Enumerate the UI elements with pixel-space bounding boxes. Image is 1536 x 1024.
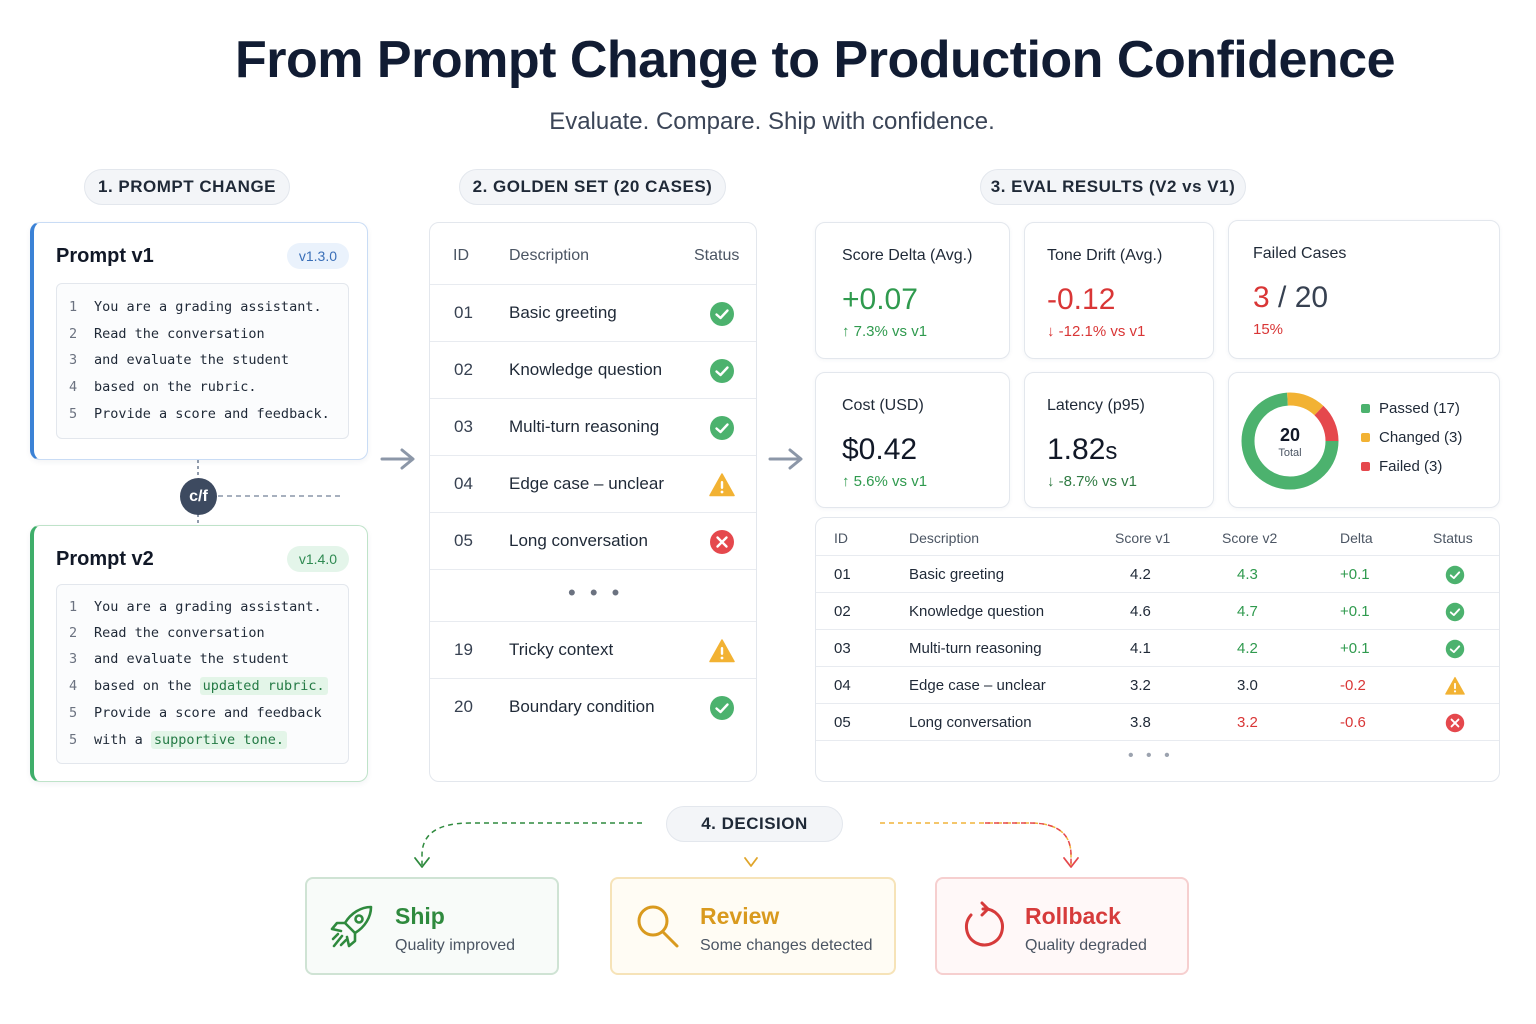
x-circle-icon (710, 530, 734, 554)
column-header: ID (453, 247, 469, 264)
table-row[interactable]: 02 Knowledge question 4.6 4.7 +0.1 (816, 592, 1499, 629)
prompt-v2-version-badge: v1.4.0 (286, 546, 349, 572)
code-line: 4 based on the rubric. (69, 379, 257, 395)
rollback-icon (964, 901, 1004, 947)
rocket-icon (330, 905, 373, 948)
code-line: 5 Provide a score and feedback. (69, 406, 330, 422)
prompt-v2-code: 1 You are a grading assistant. 2 Read the … (56, 584, 349, 764)
legend-swatch (1361, 433, 1370, 442)
column-header: Status (694, 247, 740, 264)
warning-icon (1445, 676, 1465, 695)
column-header: Score v2 (1222, 530, 1278, 546)
legend-swatch (1361, 404, 1370, 413)
prompt-v1-code: 1 You are a grading assistant. 2 Read the … (56, 283, 349, 439)
decision-connectors (414, 822, 1079, 868)
golden-set-card: ID Description Status 01 Basic greeting … (429, 222, 757, 782)
table-row[interactable]: 05 Long conversation 3.8 3.2 -0.6 (816, 703, 1499, 740)
code-line: 1 You are a grading assistant. (69, 599, 322, 615)
check-circle-icon (710, 302, 734, 326)
legend-swatch (1361, 462, 1370, 471)
ellipsis: • • • (568, 580, 624, 605)
column-header: ID (834, 530, 848, 546)
section-label-golden-set: 2. GOLDEN SET (20 CASES) (459, 169, 726, 205)
metric-latency: Latency (p95) 1.82s ↓ -8.7% vs v1 (1024, 372, 1214, 508)
check-circle-icon (710, 416, 734, 440)
table-row[interactable]: 02 Knowledge question (430, 341, 756, 398)
metric-tone-drift: Tone Drift (Avg.) -0.12 ↓ -12.1% vs v1 (1024, 222, 1214, 359)
column-header: Score v1 (1115, 530, 1171, 546)
table-row: • • • (816, 740, 1499, 782)
table-row[interactable]: 01 Basic greeting (430, 284, 756, 341)
donut-chart (1241, 392, 1339, 490)
code-line: 2 Read the conversation (69, 326, 265, 342)
ship-option[interactable]: Ship Quality improved (305, 877, 559, 975)
column-header: Description (509, 247, 590, 264)
review-option[interactable]: Review Some changes detected (610, 877, 896, 975)
legend-item: Changed (3) (1361, 429, 1462, 446)
column-header: Status (1433, 530, 1473, 546)
table-row[interactable]: 19 Tricky context (430, 621, 756, 678)
check-circle-icon (1445, 565, 1465, 585)
prompt-v2-title: Prompt v2 (56, 548, 154, 570)
donut-total: 20 (1279, 425, 1301, 445)
donut-segment (1241, 392, 1339, 490)
table-row[interactable]: 03 Multi-turn reasoning 4.1 4.2 +0.1 (816, 629, 1499, 666)
donut-total-label: Total (1278, 447, 1302, 459)
table-row[interactable]: 04 Edge case – unclear (430, 455, 756, 512)
page-subtitle: Evaluate. Compare. Ship with confidence. (549, 108, 995, 135)
warning-icon (709, 473, 735, 497)
section-label-eval-results: 3. EVAL RESULTS (V2 vs V1) (980, 169, 1246, 205)
arrow-right-icon (768, 448, 803, 470)
prompt-v1-card[interactable]: Prompt v1 v1.3.0 1 You are a grading assi… (30, 222, 368, 460)
column-header: Description (909, 530, 980, 546)
ellipsis: • • • (1128, 747, 1174, 764)
check-circle-icon (710, 696, 734, 720)
donut-segment (1241, 392, 1339, 490)
section-label-decision: 4. DECISION (666, 806, 843, 842)
x-circle-icon (1445, 713, 1465, 733)
arrow-right-icon (380, 448, 415, 470)
rollback-option[interactable]: Rollback Quality degraded (935, 877, 1189, 975)
magnifier-icon (637, 905, 679, 948)
code-line: 3 and evaluate the student (69, 651, 290, 667)
diff-connector (197, 460, 340, 528)
table-row[interactable]: 20 Boundary condition (430, 678, 756, 735)
diff-highlight: updated rubric. (199, 677, 328, 695)
column-header: Delta (1340, 530, 1373, 546)
prompt-v1-title: Prompt v1 (56, 245, 154, 267)
check-circle-icon (1445, 639, 1465, 659)
code-line: 4 based on the updated rubric. (69, 675, 328, 697)
metric-score-delta: Score Delta (Avg.) +0.07 ↑ 7.3% vs v1 (815, 222, 1010, 359)
warning-icon (709, 639, 735, 663)
code-line: 2 Read the conversation (69, 625, 265, 641)
legend-item: Passed (17) (1361, 400, 1460, 417)
total-count: / 20 (1269, 281, 1329, 314)
table-row[interactable]: 03 Multi-turn reasoning (430, 398, 756, 455)
legend-item: Failed (3) (1361, 458, 1442, 475)
table-row: • • • (430, 569, 756, 621)
code-line: 1 You are a grading assistant. (69, 299, 322, 315)
diff-highlight: supportive tone. (150, 731, 287, 749)
section-label-prompt-change: 1. PROMPT CHANGE (84, 169, 290, 205)
code-line: 5 Provide a score and feedback (69, 705, 322, 721)
page-title: From Prompt Change to Production Confide… (234, 31, 1396, 89)
prompt-v1-version-badge: v1.3.0 (286, 243, 349, 269)
table-row[interactable]: 04 Edge case – unclear 3.2 3.0 -0.2 (816, 666, 1499, 703)
donut-card: 20 Total Passed (17) Changed (3) Failed … (1228, 372, 1500, 508)
table-row[interactable]: 05 Long conversation (430, 512, 756, 569)
results-table: ID Description Score v1 Score v2 Delta S… (815, 517, 1500, 782)
check-circle-icon (1445, 602, 1465, 622)
metric-failed-cases: Failed Cases 3 / 20 15% (1228, 220, 1500, 359)
code-line: 3 and evaluate the student (69, 352, 290, 368)
metric-cost: Cost (USD) $0.42 ↑ 5.6% vs v1 (815, 372, 1010, 508)
check-circle-icon (710, 359, 734, 383)
code-line: 5 with a supportive tone. (69, 729, 287, 751)
failed-count: 3 (1253, 281, 1270, 314)
table-row[interactable]: 01 Basic greeting 4.2 4.3 +0.1 (816, 555, 1499, 592)
diff-icon[interactable]: c/f (180, 478, 217, 515)
prompt-v2-card[interactable]: Prompt v2 v1.4.0 1 You are a grading assi… (30, 525, 368, 782)
